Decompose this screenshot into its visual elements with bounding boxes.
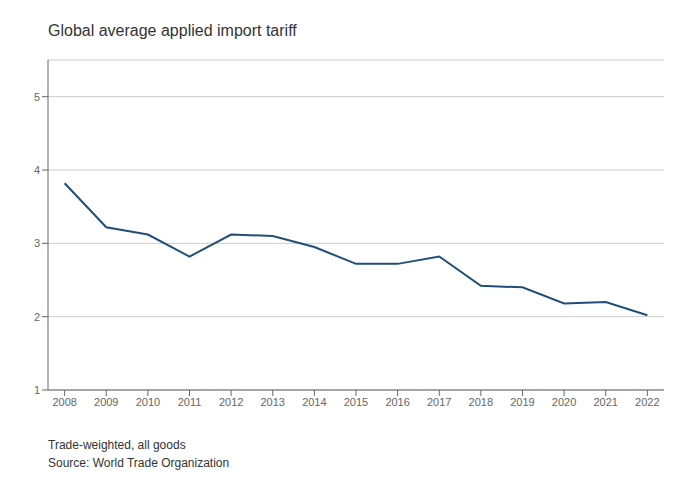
svg-text:5: 5 xyxy=(34,91,40,103)
svg-text:2008: 2008 xyxy=(52,396,76,408)
svg-text:2014: 2014 xyxy=(302,396,326,408)
svg-text:2018: 2018 xyxy=(469,396,493,408)
html-text:Trade-weighted, all goods: Trade-weighted, all goods xyxy=(48,438,186,452)
svg-text:2019: 2019 xyxy=(510,396,534,408)
html-text:Global average applied import: Global average applied import tariff xyxy=(48,22,297,39)
svg-text:2017: 2017 xyxy=(427,396,451,408)
svg-text:2022: 2022 xyxy=(635,396,659,408)
svg-text:1: 1 xyxy=(34,384,40,396)
svg-text:2020: 2020 xyxy=(552,396,576,408)
svg-text:2016: 2016 xyxy=(385,396,409,408)
svg-text:2: 2 xyxy=(34,311,40,323)
html-text:Source: World Trade Organizati: Source: World Trade Organization xyxy=(48,456,230,470)
svg-text:2013: 2013 xyxy=(261,396,285,408)
svg-text:3: 3 xyxy=(34,237,40,249)
svg-text:4: 4 xyxy=(34,164,40,176)
svg-text:2010: 2010 xyxy=(136,396,160,408)
svg-text:2011: 2011 xyxy=(178,396,202,408)
svg-text:2012: 2012 xyxy=(219,396,243,408)
svg-text:2021: 2021 xyxy=(593,396,617,408)
svg-text:2015: 2015 xyxy=(344,396,368,408)
svg-text:2009: 2009 xyxy=(94,396,118,408)
